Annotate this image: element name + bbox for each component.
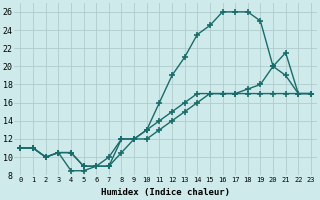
X-axis label: Humidex (Indice chaleur): Humidex (Indice chaleur): [101, 188, 230, 197]
